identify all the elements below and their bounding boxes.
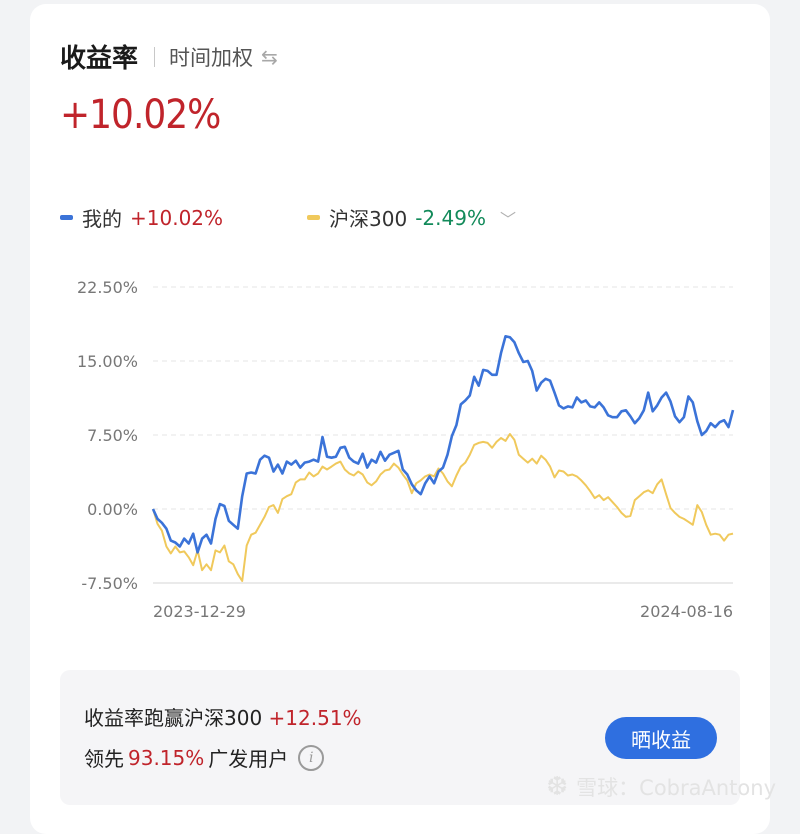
- header: 收益率 时间加权 ⇆: [60, 38, 278, 75]
- watermark-text: 雪球：CobraAntony: [576, 776, 776, 800]
- returns-line-chart[interactable]: 22.50% 15.00% 7.50% 0.00% -7.50% 2023-12-29 20…: [0, 260, 800, 630]
- y-tick-label: -7.50%: [81, 574, 138, 593]
- rank-prefix: 领先: [84, 747, 124, 771]
- watermark: ❆ 雪球：CobraAntony: [546, 772, 776, 802]
- headline-return-value: +10.02%: [60, 92, 221, 138]
- legend-swatch-benchmark: [307, 215, 321, 220]
- summary-panel: 收益率跑赢沪深300 +12.51% 领先 93.15% 广发用户 i 晒收益: [60, 670, 740, 805]
- y-tick-label: 22.50%: [77, 278, 138, 297]
- legend-value-benchmark: -2.49%: [415, 205, 486, 230]
- legend-item-mine[interactable]: 我的 +10.02%: [60, 203, 223, 232]
- series-line-benchmark: [152, 433, 734, 582]
- share-returns-button[interactable]: 晒收益: [605, 717, 717, 759]
- x-end-label: 2024-08-16: [640, 602, 733, 621]
- rank-value: 93.15%: [128, 745, 205, 770]
- y-tick-label: 7.50%: [87, 426, 138, 445]
- chart-legend: 我的 +10.02% 沪深300 -2.49% ﹀: [60, 203, 516, 232]
- swap-arrows-icon[interactable]: ⇆: [261, 44, 278, 69]
- snowball-logo-icon: ❆: [546, 772, 569, 802]
- legend-item-benchmark[interactable]: 沪深300 -2.49% ﹀: [307, 203, 516, 232]
- page-title: 收益率: [60, 44, 139, 74]
- info-icon[interactable]: i: [298, 744, 325, 771]
- y-tick-label: 15.00%: [77, 352, 138, 371]
- legend-value-mine: +10.02%: [130, 205, 224, 230]
- legend-swatch-mine: [60, 215, 73, 220]
- rank-suffix: 广发用户: [208, 747, 289, 771]
- rank-text: 领先 93.15% 广发用户 i: [84, 743, 325, 772]
- y-tick-label: 0.00%: [87, 500, 138, 519]
- outperform-text: 收益率跑赢沪深300 +12.51%: [84, 702, 362, 731]
- legend-name-benchmark: 沪深300: [329, 207, 408, 231]
- x-start-label: 2023-12-29: [153, 602, 246, 621]
- outperform-label: 收益率跑赢沪深300: [84, 706, 263, 730]
- series-line-mine: [151, 335, 735, 554]
- header-divider: [154, 46, 156, 67]
- legend-name-mine: 我的: [82, 207, 122, 231]
- outperform-value: +12.51%: [268, 706, 362, 730]
- chevron-down-icon[interactable]: ﹀: [499, 209, 516, 229]
- time-weighted-toggle[interactable]: 时间加权: [169, 45, 254, 70]
